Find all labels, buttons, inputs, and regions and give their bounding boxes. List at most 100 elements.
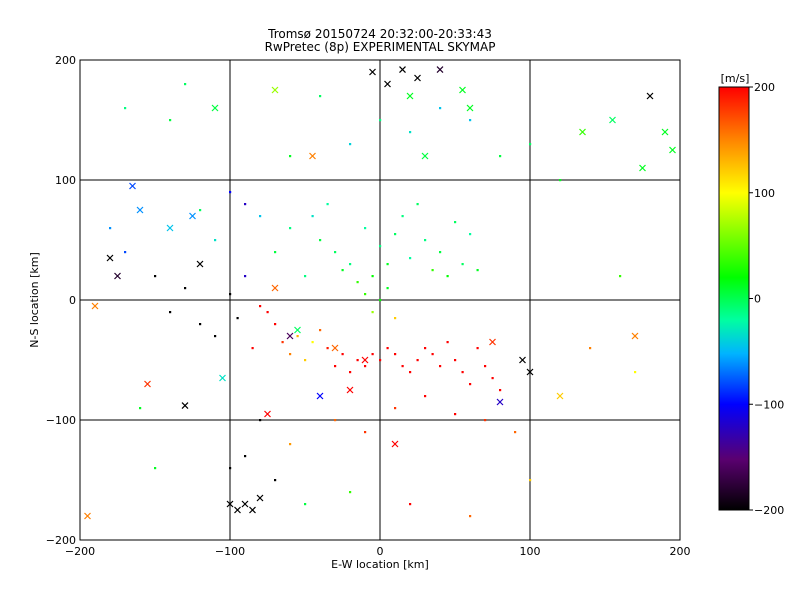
colorbar-tick-label: 100 <box>754 187 775 200</box>
velocity-dot <box>379 299 382 302</box>
velocity-marker-x <box>286 332 294 340</box>
velocity-dot <box>139 407 142 410</box>
x-stroke <box>249 506 256 514</box>
x-stroke <box>271 284 279 292</box>
velocity-dot <box>349 143 352 146</box>
velocity-dot <box>349 491 352 494</box>
x-stroke <box>166 224 174 232</box>
velocity-dot <box>304 359 307 362</box>
velocity-marker-x <box>241 500 249 508</box>
velocity-dot <box>394 317 397 320</box>
velocity-dot <box>244 203 247 206</box>
velocity-dot <box>461 371 464 374</box>
velocity-dot <box>476 269 479 272</box>
colorbar-tick-label: 200 <box>754 81 775 94</box>
x-stroke <box>669 146 676 154</box>
velocity-marker-x <box>309 152 316 160</box>
x-stroke <box>256 494 264 502</box>
velocity-dot <box>446 275 449 278</box>
velocity-dot <box>341 269 344 272</box>
velocity-dot <box>409 371 412 374</box>
x-stroke <box>436 66 444 74</box>
velocity-dot <box>296 335 299 338</box>
velocity-marker-x <box>166 224 174 232</box>
velocity-dot <box>416 359 419 362</box>
colorbar <box>718 86 750 511</box>
velocity-dot <box>259 215 262 218</box>
velocity-dot <box>386 347 389 350</box>
velocity-marker-x <box>264 410 271 418</box>
velocity-dot <box>304 275 307 278</box>
velocity-dot <box>529 479 532 482</box>
velocity-dot <box>401 365 404 368</box>
velocity-dot <box>326 347 329 350</box>
velocity-dot <box>199 323 202 326</box>
x-tick-label: 0 <box>377 545 384 558</box>
velocity-dot <box>469 383 472 386</box>
x-stroke <box>129 182 136 190</box>
velocity-dot <box>124 107 127 110</box>
x-stroke <box>264 410 271 418</box>
colorbar-tick-label: 0 <box>754 293 761 306</box>
velocity-marker-x <box>114 272 121 280</box>
x-stroke <box>406 92 414 100</box>
velocity-dot <box>484 419 487 422</box>
velocity-marker-x <box>609 116 616 124</box>
velocity-dot <box>319 95 322 98</box>
x-stroke <box>361 356 369 364</box>
y-tick-label: −200 <box>46 534 76 547</box>
velocity-marker-x <box>391 440 399 448</box>
velocity-dot <box>469 515 472 518</box>
velocity-dot <box>364 365 367 368</box>
y-axis-ticks: −200 −100 0 100 200 <box>46 54 680 547</box>
velocity-dot <box>476 347 479 350</box>
velocity-dot <box>424 395 427 398</box>
grid-lines <box>80 60 680 540</box>
velocity-dot <box>386 287 389 290</box>
velocity-dot <box>289 353 292 356</box>
velocity-marker-x <box>189 212 196 220</box>
velocity-dot <box>326 203 329 206</box>
velocity-marker-x <box>369 68 376 76</box>
velocity-marker-x <box>196 260 204 268</box>
velocity-dot <box>461 263 464 266</box>
velocity-dot <box>334 251 337 254</box>
velocity-dot <box>109 227 112 230</box>
velocity-marker-x <box>211 104 219 112</box>
velocity-dot <box>619 275 622 278</box>
velocity-marker-x <box>384 80 391 88</box>
x-stroke <box>309 152 316 160</box>
velocity-marker-x <box>106 254 114 262</box>
velocity-marker-x <box>144 380 151 388</box>
velocity-marker-x <box>294 326 301 334</box>
velocity-marker-x <box>646 92 654 100</box>
chart-title: Tromsø 20150724 20:32:00-20:33:43 <box>267 27 492 41</box>
velocity-dot <box>364 431 367 434</box>
velocity-dot <box>236 317 239 320</box>
x-stroke <box>136 206 144 214</box>
velocity-marker-x <box>579 128 586 136</box>
velocity-dot <box>589 347 592 350</box>
velocity-marker-x <box>399 66 406 74</box>
velocity-dot <box>304 503 307 506</box>
velocity-dot <box>439 365 442 368</box>
y-tick-label: 0 <box>69 294 76 307</box>
x-stroke <box>489 338 496 346</box>
x-stroke <box>556 392 564 400</box>
velocity-marker-x <box>631 332 639 340</box>
colorbar-tick-label: −100 <box>754 398 784 411</box>
velocity-dot <box>289 227 292 230</box>
velocity-dot <box>379 119 382 122</box>
velocity-dot <box>371 353 374 356</box>
velocity-dot <box>454 413 457 416</box>
velocity-dot <box>229 467 232 470</box>
velocity-dot <box>184 287 187 290</box>
velocity-dot <box>409 503 412 506</box>
velocity-dot <box>394 233 397 236</box>
velocity-dot <box>281 341 284 344</box>
velocity-marker-x <box>91 302 99 310</box>
velocity-dot <box>169 119 172 122</box>
velocity-dot <box>386 263 389 266</box>
x-tick-label: −200 <box>65 545 95 558</box>
velocity-dot <box>491 377 494 380</box>
